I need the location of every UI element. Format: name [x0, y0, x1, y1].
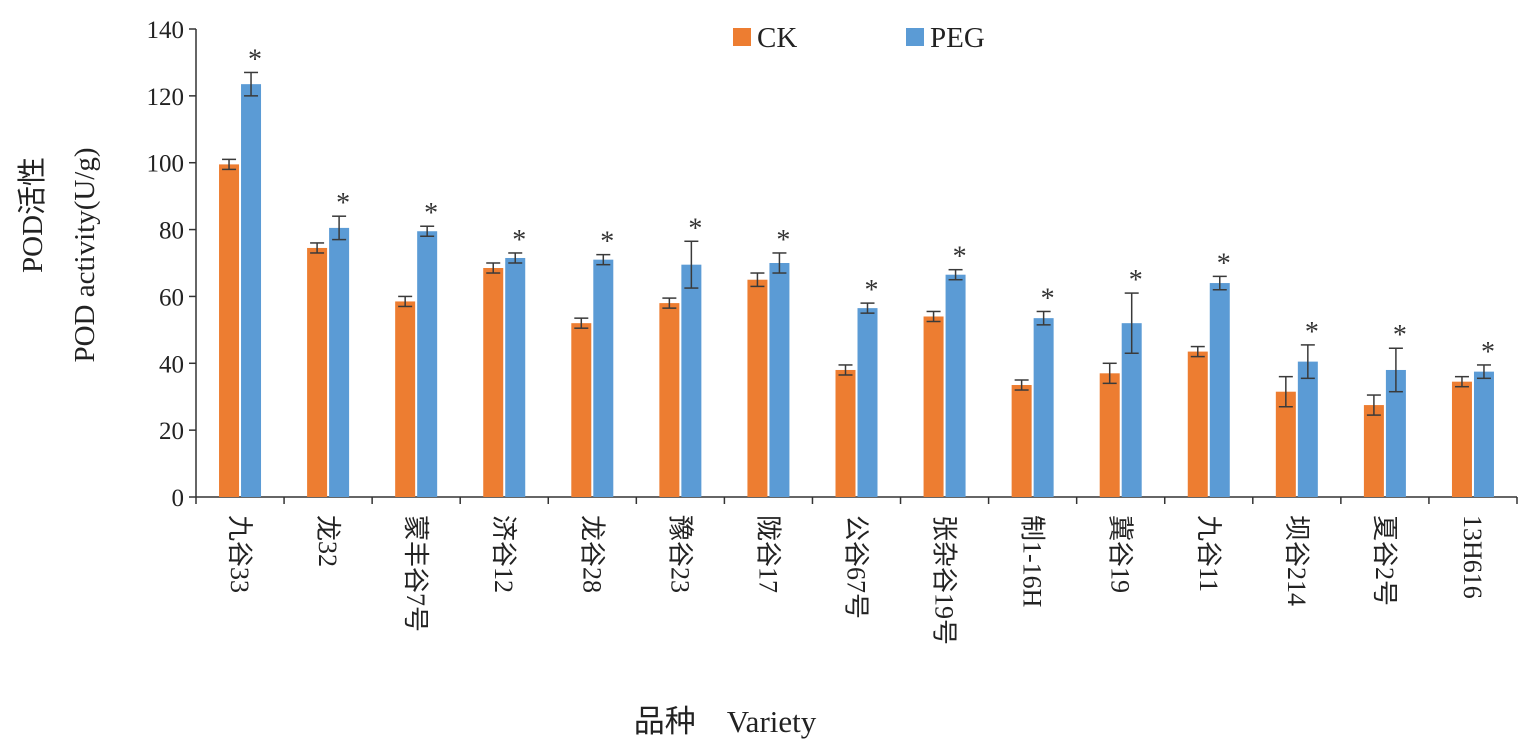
- bar-peg: [857, 308, 878, 497]
- y-tick-label: 100: [147, 151, 185, 178]
- legend-label-ck: CK: [757, 22, 797, 54]
- significance-mark: *: [953, 242, 967, 273]
- category-label: 坝谷214: [1282, 515, 1311, 606]
- category-label: 公谷67号: [842, 515, 871, 619]
- bar-ck: [1451, 381, 1472, 497]
- significance-mark: *: [776, 225, 790, 256]
- legend-label-peg: PEG: [930, 22, 985, 54]
- significance-mark: *: [1041, 283, 1055, 314]
- significance-mark: *: [1305, 317, 1319, 348]
- category-label: 制1-16H: [1018, 515, 1047, 608]
- y-tick-label: 120: [147, 84, 185, 111]
- bar-ck: [1275, 391, 1296, 497]
- y-axis-label-zh: POD活性: [16, 157, 49, 273]
- bar-ck: [1187, 351, 1208, 497]
- significance-mark: *: [688, 213, 702, 244]
- bar-ck: [1011, 385, 1032, 497]
- significance-mark: *: [865, 275, 879, 306]
- legend: CK PEG: [733, 22, 985, 54]
- bar-ck: [923, 316, 944, 497]
- bar-ck: [1363, 405, 1384, 497]
- category-label: 13H616: [1458, 515, 1487, 599]
- significance-mark: *: [1217, 248, 1231, 279]
- bar-peg: [593, 259, 614, 497]
- category-label: 蒙丰谷7号: [401, 515, 430, 632]
- significance-mark: *: [1129, 265, 1143, 296]
- category-label: 豫谷23: [665, 515, 694, 593]
- bar-peg: [417, 231, 438, 497]
- category-label: 济谷12: [489, 515, 518, 593]
- bar-peg: [329, 227, 350, 497]
- y-tick-label: 80: [159, 218, 184, 245]
- significance-mark: *: [424, 198, 438, 229]
- y-tick-label: 140: [147, 17, 185, 44]
- category-label: 冀谷19: [1106, 515, 1135, 593]
- x-axis-label: 品种 Variety: [634, 704, 817, 739]
- y-tick-label: 60: [159, 284, 184, 311]
- category-label: 龙谷28: [577, 515, 606, 593]
- bar-peg: [945, 274, 966, 497]
- y-tick-label: 40: [159, 351, 184, 378]
- bar-ck: [835, 369, 856, 497]
- bar-peg: [1209, 283, 1230, 497]
- bar-ck: [483, 268, 504, 497]
- bar-ck: [747, 279, 768, 497]
- bar-ck: [395, 301, 416, 497]
- category-label: 夏谷2号: [1370, 515, 1399, 606]
- bar-peg: [1473, 371, 1494, 497]
- bar-ck: [307, 247, 328, 497]
- legend-swatch-peg: [906, 28, 924, 46]
- category-label: 陇谷17: [753, 515, 782, 593]
- category-label: 九谷33: [225, 515, 254, 593]
- significance-mark: *: [336, 188, 350, 219]
- bar-ck: [659, 303, 680, 497]
- bar-ck: [571, 323, 592, 497]
- category-label: 九谷11: [1194, 515, 1223, 592]
- bar-peg: [769, 263, 790, 497]
- bar-peg: [1121, 323, 1142, 497]
- y-axis-label-en: POD activity(U/g): [69, 147, 101, 362]
- y-tick-label: 20: [159, 418, 184, 445]
- bar-peg: [681, 264, 702, 497]
- bar-peg: [1385, 369, 1406, 497]
- y-tick-label: 0: [172, 485, 185, 512]
- bar-ck: [219, 164, 240, 497]
- category-label: 张杂谷19号: [930, 515, 959, 645]
- category-label: 龙32: [313, 515, 342, 567]
- significance-mark: *: [1481, 337, 1495, 368]
- significance-mark: *: [248, 44, 262, 75]
- legend-swatch-ck: [733, 28, 751, 46]
- bar-peg: [241, 84, 262, 498]
- bar-peg: [1033, 318, 1054, 497]
- significance-mark: *: [512, 225, 526, 256]
- significance-mark: *: [600, 227, 614, 258]
- bar-ck: [1099, 373, 1120, 497]
- bar-peg: [1297, 361, 1318, 497]
- significance-mark: *: [1393, 320, 1407, 351]
- bar-peg: [505, 257, 526, 497]
